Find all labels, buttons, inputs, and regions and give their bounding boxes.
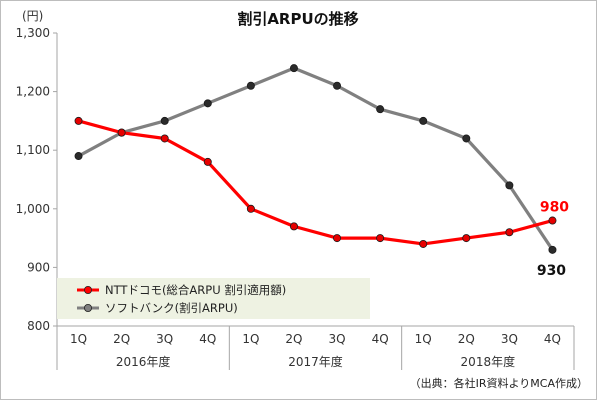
x-tick-label: 4Q — [544, 332, 561, 346]
legend: NTTドコモ(総合ARPU 割引適用額) ソフトバンク(割引ARPU) — [57, 278, 370, 319]
x-tick-label: 2Q — [458, 332, 475, 346]
series-line-docomo — [76, 119, 555, 246]
x-tick-label: 3Q — [328, 332, 345, 346]
data-point-softbank — [74, 152, 83, 161]
x-tick-label: 4Q — [372, 332, 389, 346]
chart-title: 割引ARPUの推移 — [237, 10, 358, 28]
y-axis-unit-label: (円) — [22, 9, 43, 23]
legend-label-softbank: ソフトバンク(割引ARPU) — [105, 301, 238, 315]
x-group-label: 2018年度 — [461, 354, 516, 369]
end-label-softbank: 930 — [537, 263, 566, 279]
x-tick-label: 4Q — [199, 332, 216, 346]
y-tick-label: 900 — [27, 260, 50, 274]
x-group-label: 2016年度 — [116, 354, 171, 369]
data-point-docomo — [548, 216, 557, 225]
data-point-softbank — [203, 99, 212, 108]
x-group-label: 2017年度 — [288, 354, 343, 369]
data-point-docomo — [333, 234, 342, 243]
data-point-softbank — [462, 134, 471, 143]
series-group — [74, 64, 557, 254]
data-point-docomo — [289, 222, 298, 231]
legend-swatch-marker — [84, 303, 93, 312]
data-point-docomo — [117, 128, 126, 137]
data-point-softbank — [289, 64, 298, 73]
legend-label-docomo: NTTドコモ(総合ARPU 割引適用額) — [105, 283, 286, 297]
data-point-softbank — [548, 245, 557, 254]
data-point-docomo — [376, 234, 385, 243]
y-tick-label: 1,100 — [16, 143, 50, 157]
data-point-docomo — [246, 204, 255, 213]
x-tick-label: 1Q — [242, 332, 259, 346]
legend-item-docomo: NTTドコモ(総合ARPU 割引適用額) — [77, 283, 286, 297]
data-point-softbank — [505, 181, 514, 190]
source-note: （出典：各社IR資料よりMCA作成） — [410, 376, 588, 390]
data-point-docomo — [203, 157, 212, 166]
data-point-docomo — [74, 116, 83, 125]
data-point-softbank — [246, 81, 255, 90]
data-point-docomo — [505, 228, 514, 237]
x-tick-label: 3Q — [501, 332, 518, 346]
y-axis: 800 900 1,000 1,100 1,200 1,300 — [16, 26, 58, 333]
y-tick-label: 1,300 — [16, 26, 50, 40]
series-line-softbank — [76, 66, 555, 252]
x-tick-label: 1Q — [70, 332, 87, 346]
data-point-softbank — [376, 105, 385, 114]
end-label-docomo: 980 — [540, 200, 569, 216]
y-tick-label: 1,000 — [16, 202, 50, 216]
x-tick-label: 2Q — [113, 332, 130, 346]
x-tick-label: 2Q — [285, 332, 302, 346]
x-tick-label: 1Q — [415, 332, 432, 346]
legend-item-softbank: ソフトバンク(割引ARPU) — [77, 301, 238, 315]
legend-background — [57, 278, 370, 319]
data-point-docomo — [462, 234, 471, 243]
data-point-docomo — [419, 239, 428, 248]
data-point-docomo — [160, 134, 169, 143]
data-point-softbank — [419, 116, 428, 125]
y-tick-label: 800 — [27, 319, 50, 333]
y-tick-label: 1,200 — [16, 85, 50, 99]
legend-swatch-marker — [84, 285, 93, 294]
x-axis: 1Q 2Q 3Q 4Q 1Q 2Q 3Q 4Q 1Q 2Q 3Q 4Q 2016年度 2017年度 2018… — [56, 325, 575, 370]
data-point-softbank — [160, 116, 169, 125]
data-point-softbank — [333, 81, 342, 90]
x-tick-label: 3Q — [156, 332, 173, 346]
